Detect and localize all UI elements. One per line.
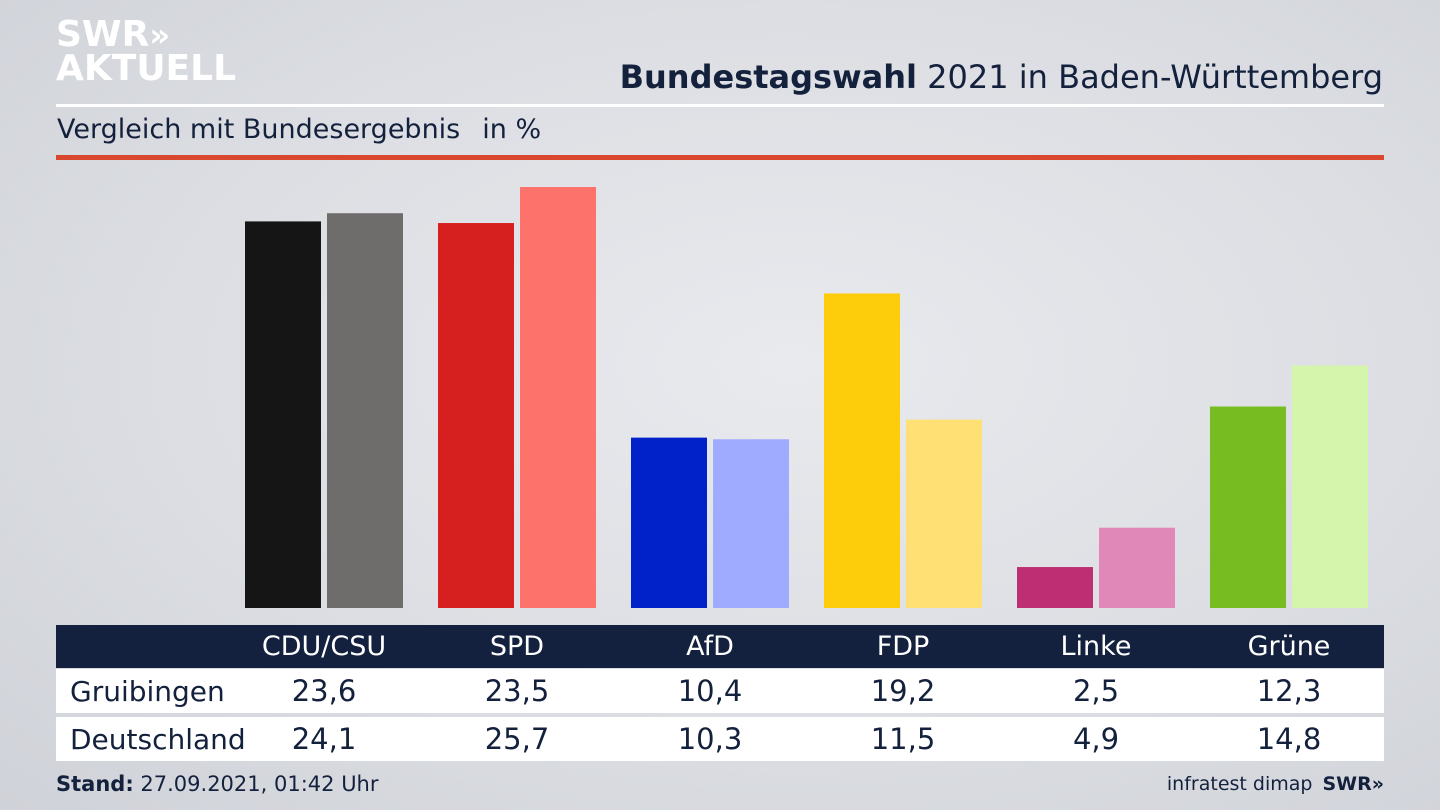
row-label-gruibingen: Gruibingen xyxy=(70,674,225,708)
bar-fdp-gruibingen xyxy=(824,293,900,608)
value-label: 12,3 xyxy=(1256,674,1322,708)
table-row-gruibingen: Gruibingen 23,6 23,5 10,4 19,2 2,5 12,3 xyxy=(56,669,1384,713)
chart-subtitle: Vergleich mit Bundesergebnis in % xyxy=(57,114,541,145)
table-row-deutschland: Deutschland 24,1 25,7 10,3 11,5 4,9 14,8 xyxy=(56,717,1384,761)
stand-value: 27.09.2021, 01:42 Uhr xyxy=(140,772,379,796)
source-text: infratest dimap xyxy=(1166,773,1313,795)
value-label: 10,4 xyxy=(677,674,743,708)
party-label: AfD xyxy=(686,631,734,662)
swr-aktuell-logo: SWR» AKTUELL xyxy=(56,17,237,89)
value-label: 2,5 xyxy=(1072,674,1120,708)
bar-spd-deutschland xyxy=(520,187,596,608)
bar-fdp-deutschland xyxy=(906,419,982,608)
bar-gr-ne-deutschland xyxy=(1292,365,1368,608)
value-label: 14,8 xyxy=(1256,722,1322,756)
party-label: SPD xyxy=(489,631,545,662)
title-rest: 2021 in Baden-Württemberg xyxy=(927,58,1383,96)
value-label: 23,5 xyxy=(484,674,550,708)
value-label: 4,9 xyxy=(1072,722,1120,756)
party-label: Linke xyxy=(1060,631,1132,662)
party-label: CDU/CSU xyxy=(261,631,387,662)
party-label: FDP xyxy=(876,631,930,662)
bar-cdu-csu-deutschland xyxy=(327,213,403,608)
stand-label: Stand: xyxy=(56,772,134,796)
bar-linke-gruibingen xyxy=(1017,567,1093,608)
unit-text: in % xyxy=(482,114,542,145)
value-label: 24,1 xyxy=(291,722,357,756)
title-bold: Bundestagswahl xyxy=(619,58,917,96)
party-label: Grüne xyxy=(1247,631,1331,662)
bar-spd-gruibingen xyxy=(438,223,514,608)
logo-swr-text: SWR xyxy=(56,14,150,55)
value-label: 25,7 xyxy=(484,722,550,756)
logo-aktuell-text: AKTUELL xyxy=(56,48,237,89)
footer-swr-logo: SWR» xyxy=(1322,773,1384,795)
bar-cdu-csu-gruibingen xyxy=(245,221,321,609)
page-title: Bundestagswahl 2021 in Baden-Württemberg xyxy=(620,58,1383,96)
timestamp: Stand: 27.09.2021, 01:42 Uhr xyxy=(56,772,379,796)
bar-gr-ne-gruibingen xyxy=(1210,406,1286,608)
bar-linke-deutschland xyxy=(1099,527,1175,608)
title-divider xyxy=(56,104,1384,107)
value-label: 10,3 xyxy=(677,722,743,756)
accent-divider xyxy=(56,155,1384,160)
row-label-deutschland: Deutschland xyxy=(70,722,246,756)
value-label: 11,5 xyxy=(870,722,936,756)
source-credit: infratest dimap SWR» xyxy=(1167,773,1384,795)
value-label: 19,2 xyxy=(870,674,936,708)
bar-afd-gruibingen xyxy=(631,437,707,608)
bar-afd-deutschland xyxy=(713,439,789,608)
party-header-row: CDU/CSU SPD AfD FDP Linke Grüne xyxy=(56,625,1384,668)
value-label: 23,6 xyxy=(291,674,357,708)
subtitle-text: Vergleich mit Bundesergebnis xyxy=(57,114,461,145)
